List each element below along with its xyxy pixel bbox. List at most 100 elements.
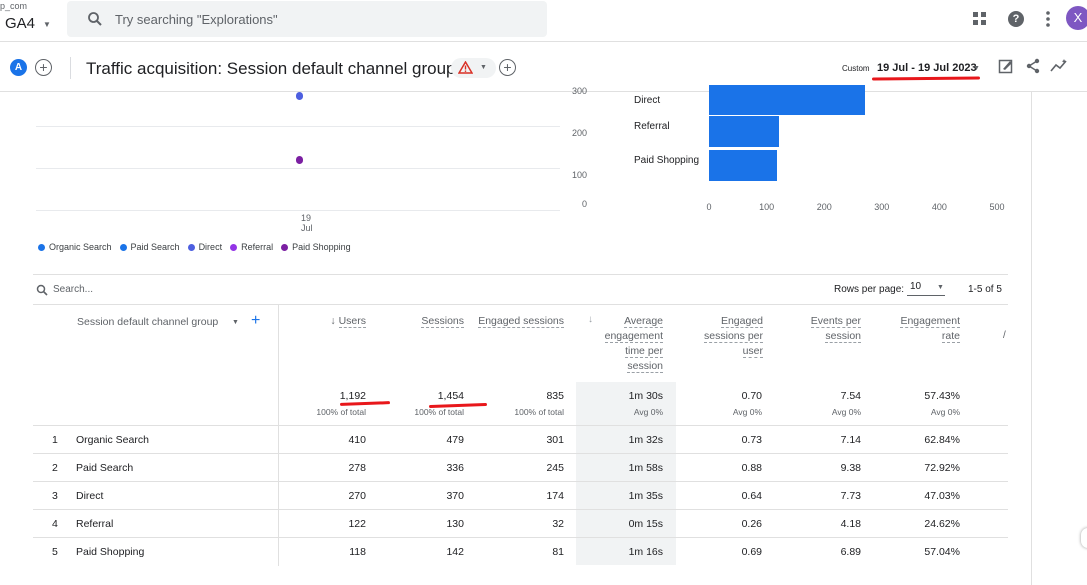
bar-category-label: Referral: [634, 121, 670, 132]
caret-down-icon[interactable]: ▼: [937, 284, 944, 291]
apps-grid-icon[interactable]: [973, 12, 987, 26]
add-comparison-icon[interactable]: +: [35, 59, 52, 76]
gridline: [36, 168, 560, 169]
table-row[interactable]: 4 Referral 122 130 32 0m 15s 0.26 4.18 24.62%: [33, 509, 1008, 538]
top-bar: p_com GA4 ▼ Try searching "Explorations"…: [0, 0, 1087, 42]
row-metric-value: 4.18: [840, 518, 861, 530]
row-index: 3: [52, 490, 58, 502]
date-range-picker[interactable]: 19 Jul - 19 Jul 2023: [877, 62, 977, 74]
caret-down-icon[interactable]: ▼: [973, 65, 980, 72]
rows-per-page-select[interactable]: 10: [910, 281, 922, 292]
warning-chip[interactable]: ▼: [451, 58, 496, 78]
legend-label: Organic Search: [49, 242, 112, 252]
column-header-sessions[interactable]: Sessions: [374, 314, 464, 329]
total-subtext: Avg 0%: [930, 407, 960, 417]
y-tick-label: 0: [582, 199, 588, 209]
property-selector[interactable]: GA4: [5, 15, 36, 32]
row-metric-value: 130: [446, 518, 464, 530]
row-metric-value: 62.84%: [924, 434, 960, 446]
legend-label: Paid Shopping: [292, 242, 351, 252]
legend-item[interactable]: Organic Search: [38, 242, 112, 252]
help-icon[interactable]: ?: [1008, 11, 1024, 27]
bar[interactable]: [709, 150, 777, 181]
x-tick-label: 100: [759, 202, 775, 212]
row-metric-value: 0.26: [741, 518, 762, 530]
legend-item[interactable]: Paid Search: [119, 242, 180, 252]
row-metric-value: 7.14: [840, 434, 861, 446]
total-value: 1m 30s: [628, 390, 663, 402]
search-icon: [36, 284, 48, 296]
caret-down-icon[interactable]: ▼: [43, 20, 51, 29]
add-card-icon[interactable]: +: [499, 59, 516, 76]
column-header-users[interactable]: ↓ Users: [330, 315, 366, 328]
table-search-input[interactable]: Search...: [53, 284, 94, 295]
column-header-avg-engagement-time[interactable]: Average engagement time per session: [591, 314, 663, 374]
legend-item[interactable]: Paid Shopping: [281, 242, 351, 252]
row-dimension-value[interactable]: Direct: [76, 490, 104, 502]
search-placeholder: Try searching "Explorations": [115, 12, 278, 27]
x-tick-label: 300: [874, 202, 890, 212]
row-metric-value: 0m 15s: [628, 518, 663, 530]
comparison-chip[interactable]: A: [10, 59, 27, 76]
row-metric-value: 410: [348, 434, 366, 446]
total-subtext: 100% of total: [316, 407, 366, 417]
share-icon[interactable]: [1025, 58, 1041, 74]
legend-dot: [230, 243, 238, 251]
row-dimension-value[interactable]: Referral: [76, 518, 114, 530]
caret-down-icon: ▼: [480, 64, 487, 71]
scroll-handle[interactable]: [1081, 528, 1087, 548]
legend-item[interactable]: Direct: [187, 242, 223, 252]
account-name: p_com: [0, 1, 28, 11]
column-header-engagement-rate[interactable]: Engagement rate: [885, 314, 960, 344]
row-metric-value: 0.73: [741, 434, 762, 446]
column-header-engaged-sessions[interactable]: Engaged sessions: [474, 314, 564, 329]
search-bar[interactable]: Try searching "Explorations": [67, 1, 547, 37]
column-header-events-per-session[interactable]: Events per session: [803, 314, 861, 344]
row-metric-value: 118: [349, 546, 366, 558]
row-dimension-value[interactable]: Paid Shopping: [76, 546, 145, 558]
insights-icon[interactable]: [1050, 58, 1068, 74]
table-row[interactable]: 5 Paid Shopping 118 142 81 1m 16s 0.69 6.89 57.0…: [33, 537, 1008, 566]
column-header-engaged-sessions-per-user[interactable]: Engaged sessions per user: [687, 314, 763, 359]
add-dimension-icon[interactable]: +: [251, 312, 261, 329]
right-rail: [1031, 92, 1087, 585]
dimension-header[interactable]: Session default channel group: [77, 316, 219, 328]
row-metric-value: 0.64: [741, 490, 762, 502]
report-header: A + Traffic acquisition: Session default…: [0, 43, 1087, 92]
row-index: 1: [52, 434, 58, 446]
avatar[interactable]: X: [1066, 6, 1087, 30]
data-point-direct[interactable]: [296, 92, 303, 100]
row-metric-value: 370: [446, 490, 464, 502]
row-metric-value: 301: [546, 434, 564, 446]
row-index: 4: [52, 518, 58, 530]
y-tick-label: 300: [572, 86, 588, 96]
legend-dot: [119, 243, 127, 251]
column-header-label: Engaged sessions: [478, 315, 564, 328]
customize-report-icon[interactable]: [998, 58, 1014, 74]
legend-dot: [38, 243, 45, 251]
sort-arrow-icon[interactable]: ↓: [588, 314, 593, 325]
bar[interactable]: [709, 116, 780, 147]
table-row[interactable]: 1 Organic Search 410 479 301 1m 32s 0.73 7.14 62…: [33, 425, 1008, 454]
row-metric-value: 270: [348, 490, 366, 502]
pagination-label: 1-5 of 5: [968, 284, 1002, 295]
divider: [70, 57, 71, 79]
data-point-paid-shopping[interactable]: [296, 156, 303, 164]
legend-label: Direct: [198, 242, 223, 252]
total-subtext: Avg 0%: [732, 407, 762, 417]
total-value: 7.54: [840, 390, 861, 402]
table-row[interactable]: 3 Direct 270 370 174 1m 35s 0.64 7.73 47.03%: [33, 481, 1008, 510]
search-icon: [88, 12, 102, 26]
total-subtext: 100% of total: [414, 407, 464, 417]
column-header-label: Sessions: [421, 315, 464, 328]
column-divider: [278, 510, 279, 538]
legend-item[interactable]: Referral: [230, 242, 273, 252]
bar[interactable]: [709, 85, 865, 115]
more-vert-icon[interactable]: [1046, 11, 1050, 27]
table-row[interactable]: 2 Paid Search 278 336 245 1m 58s 0.88 9.38 72.92…: [33, 453, 1008, 482]
total-value: 0.70: [741, 390, 762, 402]
time-series-chart: 300 200 100 0 19 Jul Organic Search Paid…: [0, 86, 600, 262]
caret-down-icon[interactable]: ▼: [232, 319, 239, 326]
row-dimension-value[interactable]: Organic Search: [76, 434, 149, 446]
row-dimension-value[interactable]: Paid Search: [76, 462, 134, 474]
